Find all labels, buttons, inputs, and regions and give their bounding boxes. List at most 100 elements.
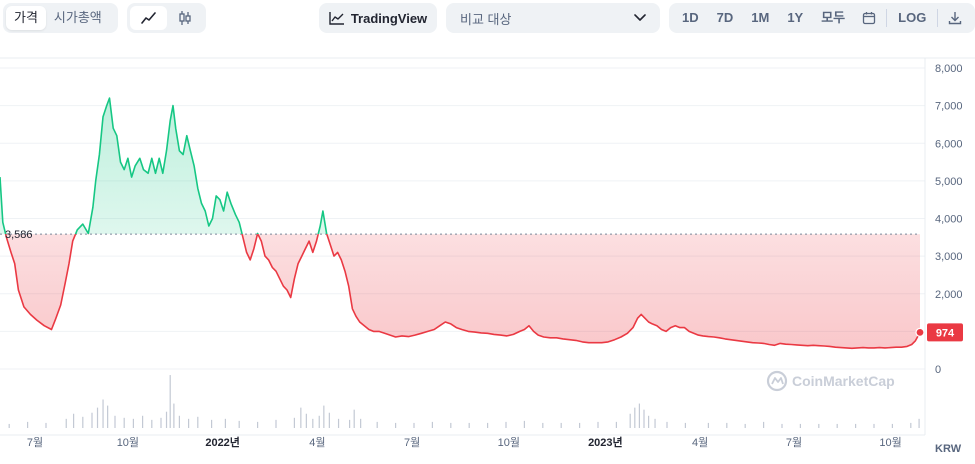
- range-1y[interactable]: 1Y: [787, 10, 804, 25]
- y-tick-label: 8,000: [935, 63, 963, 75]
- volume-bar: [188, 418, 190, 428]
- volume-bar: [211, 419, 213, 428]
- volume-bar: [293, 417, 295, 428]
- y-tick-label: 0: [935, 364, 941, 376]
- volume-bar: [505, 421, 507, 428]
- tradingview-button[interactable]: TradingView: [319, 3, 437, 33]
- tradingview-label: TradingView: [350, 10, 428, 26]
- download-icon: [949, 12, 962, 25]
- volume-bar: [45, 422, 47, 428]
- volume-bar: [654, 418, 656, 428]
- volume-bar: [648, 415, 650, 428]
- chart-toolbar: 가격 시가총액 TradingView 비교 대상: [0, 0, 975, 38]
- compare-label: 비교 대상: [460, 11, 512, 27]
- y-tick-label: 6,000: [935, 138, 963, 150]
- price-line-down: [4, 234, 921, 350]
- volume-bar: [431, 421, 433, 428]
- area-below-baseline: [0, 234, 920, 349]
- volume-bar: [542, 422, 544, 428]
- volume-bar: [102, 399, 104, 428]
- volume-bar: [73, 413, 75, 428]
- current-price-label: 974: [936, 327, 955, 339]
- volume-bar: [684, 422, 686, 428]
- log-divider: [937, 9, 939, 27]
- y-axis: 01,0002,0003,0004,0005,0006,0007,0008,00…: [935, 63, 963, 455]
- volume-bar: [376, 421, 378, 428]
- range-selector: 1D 7D 1M 1Y 모두 LOG: [669, 3, 975, 33]
- volume-bar: [123, 417, 125, 428]
- download-button[interactable]: [940, 6, 970, 30]
- volume-bar: [666, 421, 668, 428]
- volume-bars: [8, 375, 920, 428]
- y-tick-label: 4,000: [935, 214, 963, 226]
- volume-bar: [707, 422, 709, 428]
- volume-bar: [312, 418, 314, 428]
- volume-bar: [160, 417, 162, 428]
- volume-bar: [487, 422, 489, 428]
- volume-bar: [450, 422, 452, 428]
- tab-market-cap[interactable]: 시가총액: [53, 10, 102, 25]
- coinmarketcap-logo-icon: [766, 370, 788, 392]
- coinmarketcap-watermark: CoinMarketCap: [766, 370, 895, 392]
- volume-bar: [96, 407, 99, 428]
- volume-bar: [275, 419, 277, 428]
- log-toggle[interactable]: LOG: [898, 10, 927, 25]
- range-7d[interactable]: 7D: [716, 10, 734, 25]
- price-areas: [0, 98, 920, 349]
- price-lines: [0, 97, 921, 350]
- volume-bar: [142, 415, 144, 428]
- x-tick-label: 10월: [117, 436, 139, 449]
- x-tick-label: 4월: [692, 436, 708, 449]
- volume-bar: [8, 423, 10, 428]
- volume-bar: [634, 407, 636, 428]
- current-price-badge: [927, 323, 963, 342]
- compare-select[interactable]: 비교 대상: [446, 3, 660, 33]
- range-all[interactable]: 모두: [821, 10, 846, 25]
- volume-bar: [818, 423, 820, 428]
- volume-bar: [328, 412, 330, 428]
- volume-bar: [224, 418, 226, 428]
- x-tick-label: 10월: [879, 436, 901, 449]
- x-tick-label: 10월: [498, 436, 520, 449]
- volume-bar: [349, 419, 351, 428]
- tradingview-icon: [329, 12, 344, 25]
- y-tick-label: 7,000: [935, 101, 963, 113]
- volume-bar: [337, 418, 340, 428]
- x-tick-label: 2023년: [588, 435, 623, 449]
- volume-bar: [523, 420, 525, 428]
- range-1m[interactable]: 1M: [751, 10, 770, 25]
- y-tick-label: 2,000: [935, 289, 963, 301]
- volume-bar: [27, 421, 29, 428]
- x-tick-label: 7월: [404, 436, 420, 449]
- volume-bar: [173, 403, 175, 428]
- volume-bar: [132, 418, 134, 428]
- volume-bar: [91, 412, 93, 428]
- area-above-baseline: [0, 98, 327, 235]
- line-chart-button[interactable]: [130, 6, 168, 30]
- volume-bar: [615, 421, 617, 428]
- range-1d[interactable]: 1D: [682, 10, 699, 25]
- y-tick-label: 5,000: [935, 176, 963, 188]
- volume-bar: [891, 423, 893, 428]
- tab-price[interactable]: 가격: [6, 6, 46, 30]
- volume-bar: [197, 416, 199, 428]
- range-divider: [886, 9, 888, 27]
- volume-bar: [65, 418, 67, 428]
- volume-bar: [82, 416, 84, 428]
- date-range-button[interactable]: [854, 6, 884, 30]
- volume-bar: [638, 403, 640, 428]
- chart-type-tabs: 가격 시가총액: [3, 3, 118, 33]
- volume-bar: [799, 423, 801, 428]
- volume-bar: [107, 405, 109, 428]
- volume-bar: [151, 419, 153, 428]
- volume-bar: [413, 422, 415, 428]
- volume-bar: [643, 409, 645, 428]
- volume-bar: [257, 421, 259, 428]
- volume-bar: [395, 422, 397, 428]
- candlestick-button[interactable]: [167, 6, 203, 30]
- volume-bar: [781, 423, 783, 428]
- volume-bar: [360, 418, 362, 428]
- x-tick-label: 7월: [27, 436, 43, 449]
- volume-bar: [744, 423, 746, 428]
